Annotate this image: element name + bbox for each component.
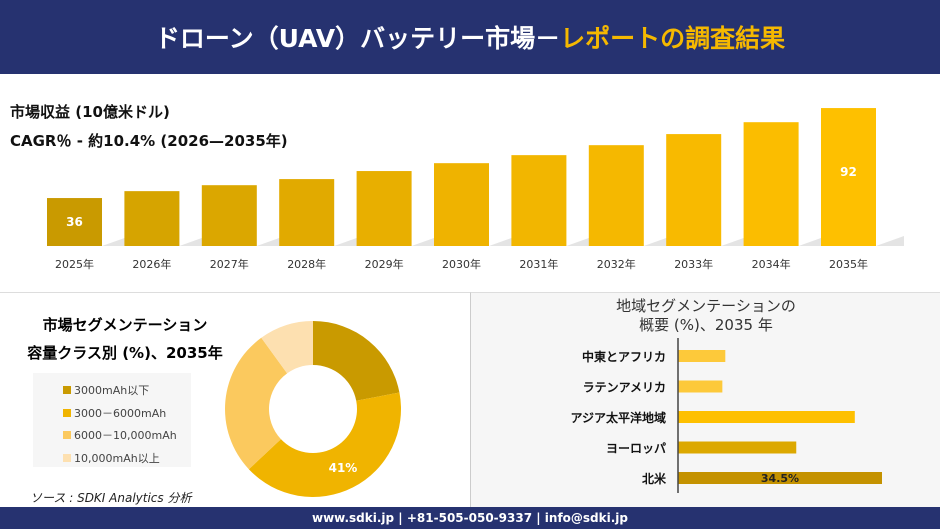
region-chart-title: 地域セグメンテーションの 概要 (%)、2035 年 [471,297,940,335]
legend-label: 3000mAh以下 [74,384,150,398]
data-label: 41% [329,461,358,475]
capacity-segment-panel: 市場セグメンテーション 容量クラス別 (%)、2035年 3000mAh以下 300… [0,292,470,507]
title-line2: 概要 (%)、2035 年 [639,316,773,334]
cagr-subtitle: CAGR％ - 約10.4% (2026—2035年) [10,132,288,150]
x-tick-label: 2025年 [55,257,94,271]
x-tick-label: 2028年 [287,257,326,271]
revenue-chart-panel: 市場収益 (10億米ドル) CAGR％ - 約10.4% (2026—2035年… [0,74,940,292]
bar-中東とアフリカ [678,350,726,362]
legend-item: 3000－6000mAh [63,402,191,425]
category-label: 中東とアフリカ [582,349,666,364]
bar-2031年 [511,155,567,246]
legend-swatch [63,431,71,440]
footer-contact: www.sdki.jp | +81-505-050-9337 | info@sd… [0,507,940,529]
legend-swatch [63,408,71,417]
bar-2026年 [124,191,180,246]
bar-2034年 [743,122,799,246]
legend-swatch [63,453,71,462]
bar-shadow [643,236,672,246]
header-banner: ドローン（UAV）バッテリー市場－ レポートの調査結果 [0,0,940,74]
donut-slice [248,392,401,497]
category-label: 北米 [642,471,667,486]
category-label: ヨーロッパ [606,442,666,456]
category-label: ラテンアメリカ [583,381,666,395]
bar-2033年 [666,134,722,246]
legend-item: 6000－10,000mAh [63,424,191,447]
x-tick-label: 2032年 [597,257,636,271]
bar-アジア太平洋地域 [678,411,855,423]
x-tick-label: 2034年 [752,257,791,271]
x-tick-label: 2029年 [365,257,404,271]
revenue-bar-chart: 2025年 36 2026年 2027年 2028年 2029年 2030年 2031年 203… [47,108,904,271]
bar-2027年 [201,185,257,246]
data-label: 36 [66,215,83,229]
bar-2032年 [588,145,644,246]
x-tick-label: 2035年 [829,257,868,271]
bar-shadow [489,236,517,246]
bar-shadow [721,236,750,246]
title-accent: レポートの調査結果 [560,24,786,53]
region-segment-panel: 地域セグメンテーションの 概要 (%)、2035 年 中東とアフリカ ラテンアメリカ… [470,292,940,507]
bar-2025年 [47,198,102,246]
title-line1: 市場セグメンテーション [42,316,208,334]
bar-2030年 [434,163,489,246]
bar-ラテンアメリカ [678,380,723,393]
bar-2029年 [356,171,412,246]
source-note: ソース : SDKI Analytics 分析 [30,491,192,505]
bar-shadow [411,236,440,246]
bar-2035年 [821,108,876,246]
legend-label: 3000－6000mAh [74,406,167,420]
bar-shadow [334,236,363,246]
x-tick-label: 2031年 [519,257,558,271]
bar-shadow [256,236,285,246]
donut-legend: 3000mAh以下 3000－6000mAh 6000－10,000mAh 10,00… [33,373,191,467]
donut-slice [225,337,288,470]
donut-slice [261,321,313,374]
title-main: ドローン（UAV）バッテリー市場－ [154,24,561,53]
donut-slice [313,321,400,401]
title-line2: 容量クラス別 (%)、2035年 [27,344,223,362]
revenue-chart-title: 市場収益 (10億米ドル) [10,103,170,121]
legend-label: 10,000mAh以上 [74,451,160,465]
capacity-donut-chart: 41% [225,321,401,497]
data-label: 34.5% [761,472,799,485]
legend-item: 10,000mAh以上 [63,447,191,470]
bar-2028年 [279,179,335,246]
x-tick-label: 2027年 [210,257,249,271]
x-tick-label: 2033年 [674,257,713,271]
bar-北米 [678,472,882,484]
bar-shadow [566,236,595,246]
bar-ヨーロッパ [678,441,797,454]
bar-shadow [179,236,208,246]
title-line1: 地域セグメンテーションの [616,297,796,315]
legend-label: 6000－10,000mAh [74,429,177,443]
category-label: アジア太平洋地域 [570,410,666,425]
bar-shadow [876,236,904,246]
legend-swatch [63,386,71,395]
data-label: 92 [840,165,857,179]
bar-shadow [102,236,130,246]
bar-shadow [798,236,827,246]
x-tick-label: 2026年 [132,257,171,271]
legend-item: 3000mAh以下 [63,379,191,402]
capacity-chart-title: 市場セグメンテーション 容量クラス別 (%)、2035年 [20,311,230,367]
x-tick-label: 2030年 [442,257,481,271]
